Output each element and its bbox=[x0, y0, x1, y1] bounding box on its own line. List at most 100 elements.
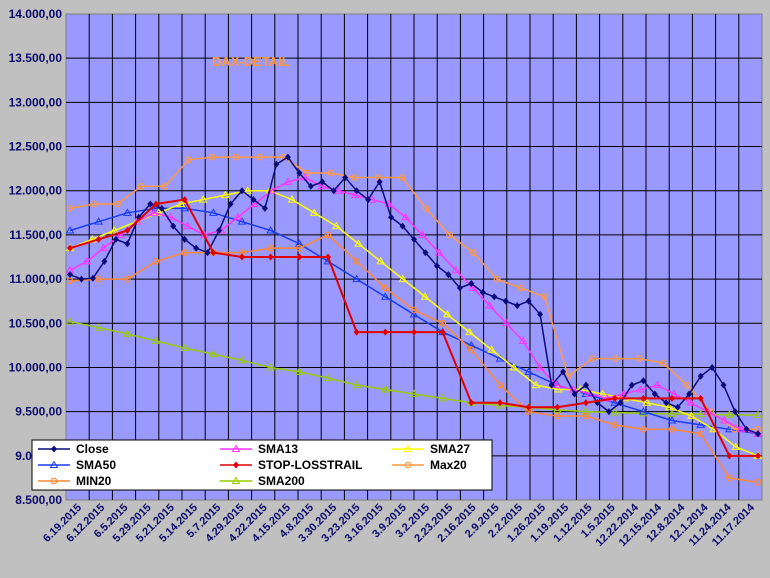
series-stop-losstrail bbox=[67, 196, 761, 460]
data-point bbox=[399, 222, 406, 230]
data-point bbox=[124, 240, 131, 248]
data-point bbox=[112, 235, 119, 243]
data-point bbox=[451, 265, 461, 274]
legend-label: SMA13 bbox=[258, 442, 298, 456]
data-point bbox=[602, 393, 612, 402]
data-point bbox=[640, 394, 647, 402]
y-tick-label: 13.500,00 bbox=[9, 51, 63, 65]
data-point bbox=[582, 412, 590, 420]
data-point bbox=[294, 239, 304, 247]
data-point bbox=[466, 340, 476, 349]
data-point bbox=[479, 288, 486, 296]
data-point bbox=[382, 328, 389, 336]
data-point bbox=[352, 380, 362, 389]
data-point bbox=[696, 420, 706, 428]
data-point bbox=[294, 367, 304, 375]
y-tick-label: 11.500,00 bbox=[9, 228, 62, 242]
legend-entry: SMA50 bbox=[38, 458, 116, 472]
data-point bbox=[78, 275, 85, 283]
data-point bbox=[154, 208, 164, 216]
data-point bbox=[683, 381, 691, 389]
grid bbox=[66, 14, 762, 500]
data-point bbox=[123, 275, 131, 283]
y-axis: 14.000,00 13.500,00 13.000,00 12.500,00 12.0… bbox=[9, 7, 63, 507]
data-point bbox=[726, 452, 733, 460]
data-point bbox=[669, 394, 675, 402]
data-point bbox=[611, 421, 619, 429]
data-point bbox=[588, 355, 596, 363]
y-tick-label: 14.000,00 bbox=[9, 7, 63, 21]
data-point bbox=[267, 244, 275, 252]
data-point bbox=[664, 402, 674, 411]
data-point bbox=[697, 430, 705, 438]
data-point bbox=[553, 412, 561, 420]
data-point bbox=[403, 444, 413, 452]
data-point bbox=[231, 444, 241, 452]
data-point bbox=[49, 460, 59, 468]
data-point bbox=[261, 204, 268, 212]
data-point bbox=[438, 393, 448, 402]
data-point bbox=[114, 200, 121, 208]
data-point bbox=[266, 362, 276, 371]
data-point bbox=[50, 477, 58, 485]
data-point bbox=[237, 355, 247, 364]
data-point bbox=[124, 226, 131, 234]
data-point bbox=[89, 274, 96, 282]
data-point bbox=[273, 160, 280, 168]
y-tick-label: 10.500,00 bbox=[9, 316, 63, 330]
data-point bbox=[352, 274, 362, 283]
data-point bbox=[398, 174, 406, 181]
series-line bbox=[69, 320, 759, 416]
data-point bbox=[674, 403, 681, 411]
data-point bbox=[325, 253, 331, 261]
data-point bbox=[353, 258, 361, 265]
data-point bbox=[82, 256, 92, 265]
data-point bbox=[736, 424, 746, 433]
data-point bbox=[422, 204, 430, 212]
data-point bbox=[267, 253, 274, 261]
data-point bbox=[433, 262, 440, 270]
data-point bbox=[686, 398, 696, 406]
data-point bbox=[755, 430, 761, 438]
data-point bbox=[495, 400, 505, 409]
y-tick-label: 12.000,00 bbox=[9, 184, 63, 198]
data-point bbox=[456, 284, 463, 292]
data-point bbox=[743, 425, 750, 433]
data-point bbox=[730, 425, 738, 433]
legend-entry: Max20 bbox=[392, 458, 467, 472]
data-point bbox=[401, 212, 410, 221]
data-point bbox=[468, 399, 475, 407]
data-point bbox=[239, 187, 245, 195]
data-point bbox=[442, 309, 452, 318]
legend-label: SMA50 bbox=[76, 458, 116, 472]
data-point bbox=[319, 178, 326, 186]
data-point bbox=[208, 153, 216, 161]
y-tick-label: 9.500,00 bbox=[15, 405, 62, 419]
data-point bbox=[697, 394, 704, 402]
data-point bbox=[581, 407, 591, 415]
data-point bbox=[485, 301, 494, 309]
series-line bbox=[69, 189, 759, 457]
data-point bbox=[541, 293, 548, 301]
data-point bbox=[686, 390, 693, 398]
data-point bbox=[208, 349, 218, 358]
data-point bbox=[90, 200, 98, 208]
data-point bbox=[95, 275, 103, 283]
data-point bbox=[525, 297, 532, 305]
series-sma50 bbox=[65, 203, 763, 437]
data-point bbox=[502, 297, 509, 305]
data-point bbox=[491, 293, 498, 301]
data-point bbox=[233, 461, 239, 469]
data-point bbox=[420, 292, 430, 300]
data-point bbox=[210, 249, 217, 257]
y-tick-label: 10.000,00 bbox=[9, 360, 63, 374]
data-point bbox=[110, 225, 119, 234]
chart-title: DAX-DETAIL bbox=[212, 54, 290, 69]
data-point bbox=[237, 217, 247, 225]
data-point bbox=[410, 306, 418, 314]
data-point bbox=[611, 394, 618, 402]
data-point bbox=[353, 328, 360, 336]
data-point bbox=[266, 225, 276, 234]
data-point bbox=[497, 399, 503, 407]
data-point bbox=[636, 385, 645, 393]
